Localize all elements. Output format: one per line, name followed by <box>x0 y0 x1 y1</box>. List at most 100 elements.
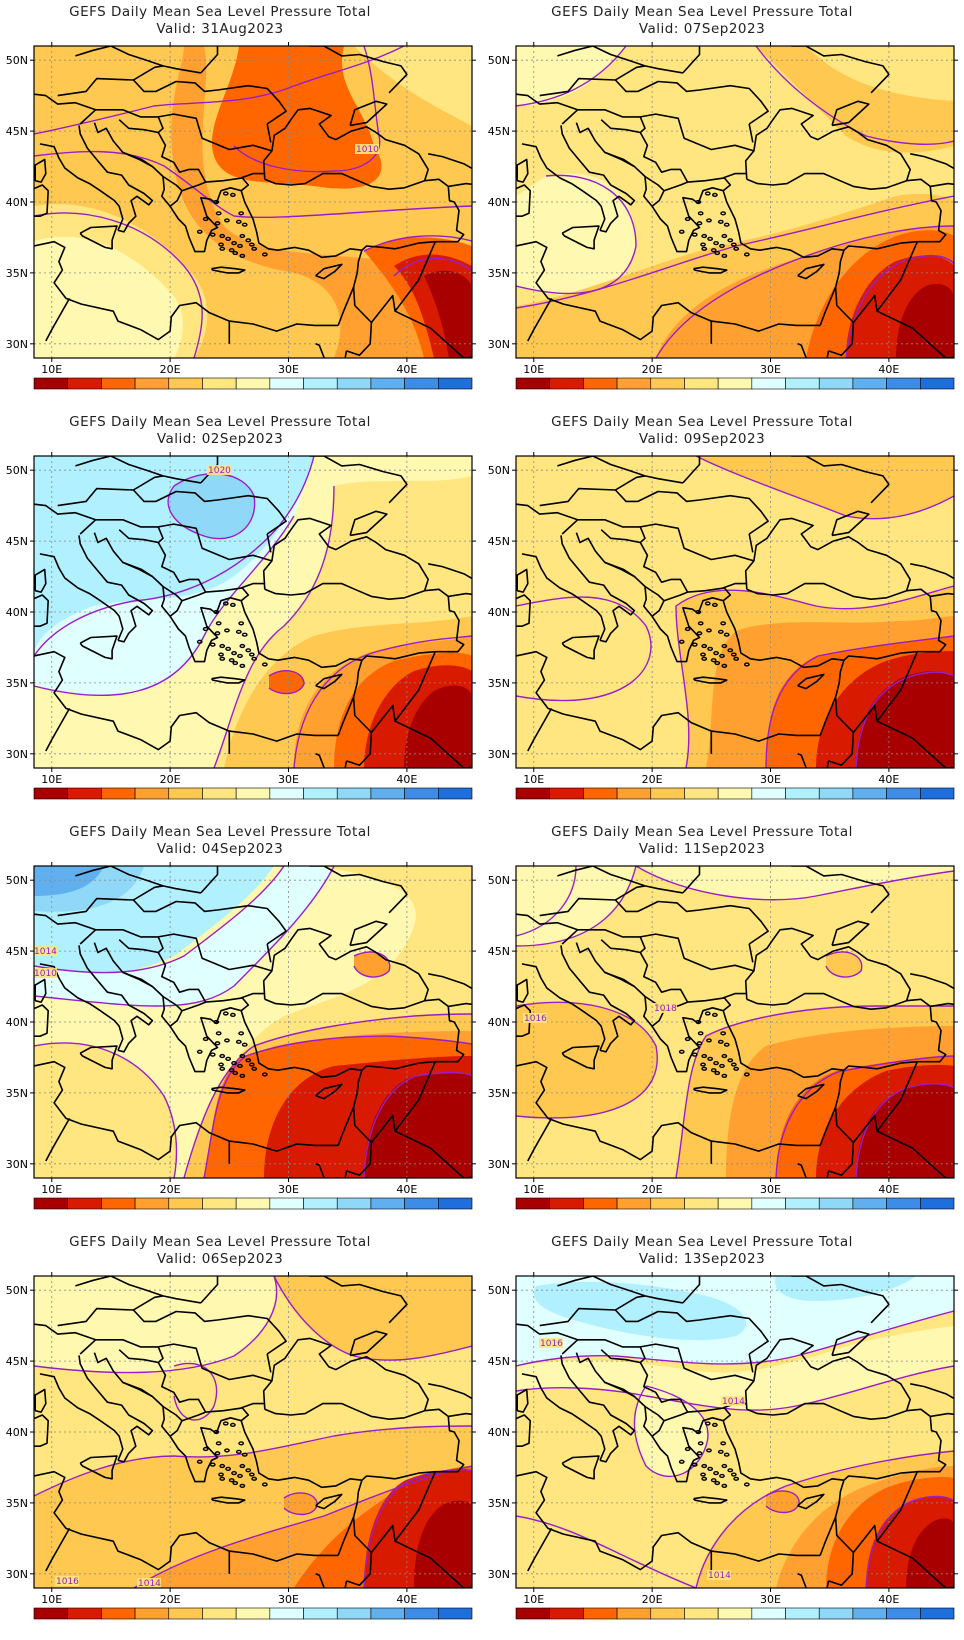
island <box>202 626 209 632</box>
valid-date: 09Sep2023 <box>683 431 766 447</box>
coastline <box>34 913 96 931</box>
colorbar-swatch <box>336 787 372 800</box>
island <box>215 1441 222 1446</box>
coastline <box>561 1455 600 1480</box>
colorbar-swatch <box>650 1607 685 1620</box>
valid-date: 07Sep2023 <box>683 21 766 37</box>
island <box>678 1049 685 1054</box>
coastline <box>557 1276 684 1304</box>
island <box>202 1446 209 1452</box>
island <box>684 626 691 632</box>
coastline <box>39 1373 124 1461</box>
valid-prefix: Valid: <box>638 431 679 447</box>
coastline <box>57 897 287 945</box>
isobar-contour <box>34 1425 472 1497</box>
coastline <box>79 1339 273 1382</box>
coastline <box>79 1045 118 1070</box>
island <box>704 601 711 606</box>
coastline <box>34 503 96 521</box>
island <box>721 663 728 668</box>
longitude-label: 30E <box>760 773 781 786</box>
latitude-label: 35N <box>6 1087 28 1100</box>
island <box>219 643 226 649</box>
island <box>714 250 721 256</box>
latitude-label: 30N <box>488 1568 510 1581</box>
colorbar-swatch <box>515 1197 550 1210</box>
latitude-label: 50N <box>488 54 510 67</box>
coastline <box>516 503 578 521</box>
island <box>684 1036 691 1042</box>
coastline <box>240 992 265 999</box>
colorbar-swatch <box>67 1197 102 1210</box>
island <box>225 1056 232 1061</box>
island <box>700 1062 706 1067</box>
panel-title: GEFS Daily Mean Sea Level Pressure Total <box>551 1234 853 1250</box>
colorbar-swatch <box>616 1197 652 1210</box>
colorbar-swatch <box>684 787 719 800</box>
panel-valid-date: Valid: 02Sep2023 <box>0 431 440 448</box>
coastline <box>639 1346 732 1422</box>
longitude-label: 10E <box>523 363 544 376</box>
panel-title: GEFS Daily Mean Sea Level Pressure Total <box>551 414 853 430</box>
colorbar-swatch <box>404 377 439 390</box>
coastline <box>797 1493 825 1510</box>
island <box>231 651 237 656</box>
coastline <box>428 973 472 1008</box>
colorbar-swatch <box>583 1607 618 1620</box>
coastline <box>575 942 845 1146</box>
colorbar-swatch <box>886 1197 921 1210</box>
island <box>228 658 235 663</box>
colorbar-swatch <box>202 787 237 800</box>
island <box>235 219 242 224</box>
latitude-label: 40N <box>488 1426 510 1439</box>
isobar-contour <box>855 671 954 768</box>
coastline <box>600 939 641 954</box>
longitude-label: 10E <box>41 1183 62 1196</box>
coastline <box>122 561 153 578</box>
island <box>695 1019 702 1025</box>
coastline <box>560 535 636 643</box>
island <box>695 199 702 205</box>
panel-valid-date: Valid: 04Sep2023 <box>0 841 440 858</box>
coastline <box>516 1060 821 1161</box>
latitude-label: 40N <box>6 1016 28 1029</box>
island <box>241 222 248 227</box>
longitude-label: 20E <box>160 773 181 786</box>
valid-date: 31Aug2023 <box>201 21 284 37</box>
colorbar-swatch <box>269 1607 304 1620</box>
island <box>229 192 236 198</box>
island <box>721 643 728 649</box>
pressure-fill-region <box>534 1281 746 1341</box>
colorbar-swatch <box>101 377 136 390</box>
island <box>237 1063 243 1069</box>
valid-prefix: Valid: <box>156 1251 197 1267</box>
colorbar-swatch <box>370 377 405 390</box>
coastline <box>604 151 635 168</box>
coastline <box>34 1323 96 1341</box>
coastline <box>828 322 855 356</box>
coastline <box>953 985 954 987</box>
longitude-label: 40E <box>878 363 899 376</box>
colorbar-swatch <box>370 1197 405 1210</box>
colorbar-swatch <box>886 1607 921 1620</box>
island <box>238 1441 245 1446</box>
island <box>719 243 725 249</box>
island <box>727 648 734 653</box>
contour-label-bg <box>34 946 57 956</box>
island <box>237 1473 243 1479</box>
colorbar-swatch <box>168 787 203 800</box>
coastline <box>315 1083 343 1100</box>
contour-label: 1018 <box>654 1004 677 1014</box>
island <box>219 656 226 661</box>
island <box>691 1052 698 1057</box>
colorbar-swatch <box>101 787 136 800</box>
island <box>719 1473 725 1479</box>
island <box>235 1449 242 1454</box>
island <box>721 1483 728 1488</box>
coastline <box>34 1060 339 1161</box>
coastline <box>843 1475 878 1481</box>
coastline <box>157 1346 250 1422</box>
colorbar-swatch <box>370 787 405 800</box>
colorbar-swatch <box>33 787 68 800</box>
panel-valid-date: Valid: 09Sep2023 <box>482 431 922 448</box>
